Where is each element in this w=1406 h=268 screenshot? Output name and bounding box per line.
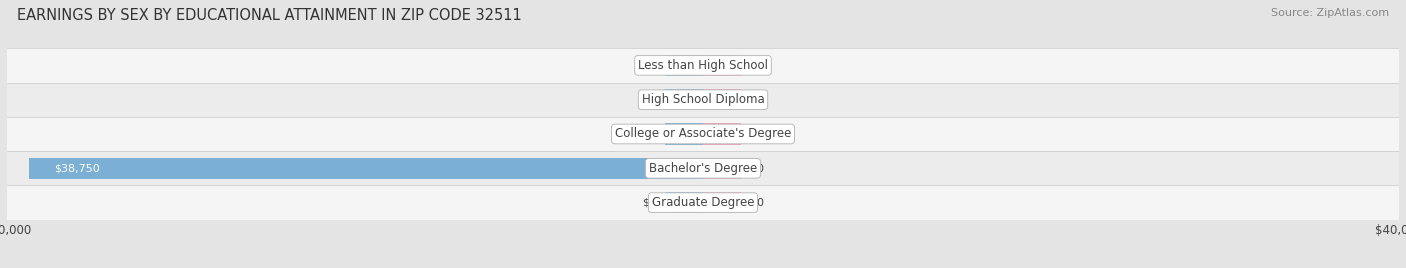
- Text: $0: $0: [749, 198, 763, 208]
- Bar: [703, 158, 741, 179]
- Text: EARNINGS BY SEX BY EDUCATIONAL ATTAINMENT IN ZIP CODE 32511: EARNINGS BY SEX BY EDUCATIONAL ATTAINMEN…: [17, 8, 522, 23]
- Text: $0: $0: [749, 163, 763, 173]
- Bar: [703, 89, 741, 110]
- Text: Source: ZipAtlas.com: Source: ZipAtlas.com: [1271, 8, 1389, 18]
- Text: High School Diploma: High School Diploma: [641, 93, 765, 106]
- Bar: [7, 83, 1399, 117]
- Text: $38,750: $38,750: [53, 163, 100, 173]
- Bar: [703, 123, 741, 145]
- Text: $0: $0: [643, 198, 657, 208]
- Text: $0: $0: [749, 95, 763, 105]
- Bar: [703, 192, 741, 213]
- Bar: [665, 89, 703, 110]
- Text: Less than High School: Less than High School: [638, 59, 768, 72]
- Text: $0: $0: [643, 129, 657, 139]
- Bar: [7, 151, 1399, 185]
- Text: $0: $0: [749, 60, 763, 70]
- Text: Bachelor's Degree: Bachelor's Degree: [650, 162, 756, 175]
- Bar: [7, 48, 1399, 83]
- Bar: [7, 117, 1399, 151]
- Bar: [28, 158, 703, 179]
- Text: College or Associate's Degree: College or Associate's Degree: [614, 128, 792, 140]
- Text: $0: $0: [749, 129, 763, 139]
- Bar: [665, 123, 703, 145]
- Bar: [7, 185, 1399, 220]
- Text: Graduate Degree: Graduate Degree: [652, 196, 754, 209]
- Text: $0: $0: [643, 95, 657, 105]
- Text: $0: $0: [643, 60, 657, 70]
- Bar: [665, 192, 703, 213]
- Bar: [665, 55, 703, 76]
- Bar: [703, 55, 741, 76]
